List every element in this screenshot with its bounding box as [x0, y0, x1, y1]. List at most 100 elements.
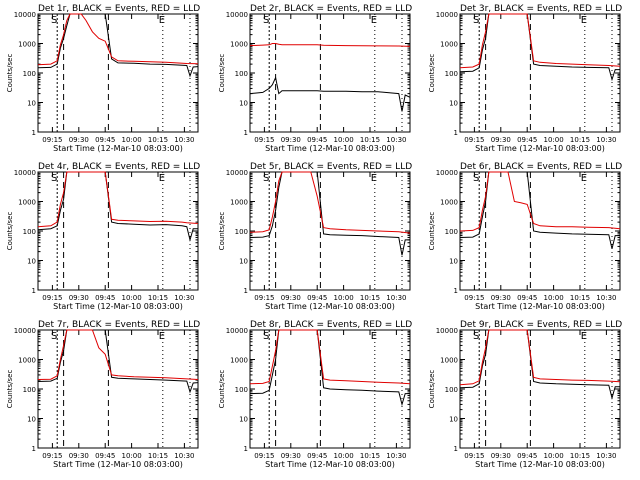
x-tick-label: 10:30: [174, 136, 194, 144]
x-tick-label: 09:45: [307, 452, 327, 460]
y-tick-label: 1000: [230, 357, 248, 365]
x-tick-label: 10:30: [174, 452, 194, 460]
lld-series-line: [37, 13, 199, 66]
y-axis-label: Counts/sec: [6, 370, 14, 409]
chart-panel-5: Det 5r, BLACK = Events, RED = LLD 1 10 100 1…: [218, 162, 412, 311]
events-series-line: [459, 13, 620, 82]
y-tick-label: 100: [23, 386, 36, 394]
end-marker: E: [581, 173, 587, 184]
lld-series-line: [459, 171, 621, 232]
chart-panel-3: Det 3r, BLACK = Events, RED = LLD 1 10 100 1…: [428, 4, 622, 153]
end-marker: E: [159, 15, 165, 26]
y-tick-label: 10: [27, 258, 36, 266]
y-tick-label: 1: [454, 445, 458, 453]
x-tick-label: 09:15: [464, 136, 484, 144]
plot-frame: [459, 13, 621, 133]
x-axis-label: Start Time (12-Mar-10 08:03:00): [53, 302, 183, 311]
y-tick-label: 10: [27, 416, 36, 424]
x-tick-label: 10:30: [386, 136, 406, 144]
end-marker: E: [581, 331, 587, 342]
chart-title: Det 4r, BLACK = Events, RED = LLD: [38, 162, 200, 172]
y-tick-label: 1: [454, 129, 458, 137]
y-tick-label: 1000: [18, 357, 36, 365]
y-tick-label: 10: [27, 100, 36, 108]
x-tick-label: 10:15: [570, 136, 590, 144]
x-axis-label: Start Time (12-Mar-10 08:03:00): [475, 302, 605, 311]
x-axis-label: Start Time (12-Mar-10 08:03:00): [265, 302, 395, 311]
x-axis-label: Start Time (12-Mar-10 08:03:00): [265, 460, 395, 469]
x-tick-label: 10:00: [122, 452, 142, 460]
y-tick-label: 10: [239, 416, 248, 424]
y-tick-label: 1000: [230, 41, 248, 49]
x-axis-label: Start Time (12-Mar-10 08:03:00): [475, 460, 605, 469]
y-tick-label: 1: [454, 287, 458, 295]
x-tick-label: 10:15: [570, 294, 590, 302]
y-tick-label: 10000: [226, 169, 248, 177]
y-tick-label: 100: [445, 70, 458, 78]
y-tick-label: 10000: [436, 169, 458, 177]
start-marker: S: [263, 173, 269, 184]
x-tick-label: 10:30: [174, 294, 194, 302]
x-tick-label: 10:00: [334, 136, 354, 144]
x-tick-label: 09:15: [42, 452, 62, 460]
y-tick-label: 10000: [14, 169, 36, 177]
y-tick-label: 1: [32, 287, 36, 295]
x-tick-label: 09:45: [95, 136, 115, 144]
start-marker: S: [51, 15, 57, 26]
x-tick-label: 09:45: [517, 294, 537, 302]
chart-panel-4: Det 4r, BLACK = Events, RED = LLD 1 10 100 1…: [6, 162, 200, 311]
x-tick-label: 09:15: [254, 452, 274, 460]
x-tick-label: 10:15: [148, 294, 168, 302]
end-marker: E: [581, 15, 587, 26]
x-tick-label: 10:00: [334, 452, 354, 460]
chart-title: Det 2r, BLACK = Events, RED = LLD: [250, 4, 412, 14]
events-series-line: [249, 75, 411, 112]
end-marker: E: [371, 15, 377, 26]
y-tick-label: 1: [244, 287, 248, 295]
x-tick-label: 10:15: [360, 294, 380, 302]
plot-frame: [37, 329, 199, 449]
x-tick-label: 09:30: [69, 136, 89, 144]
lld-series-line: [459, 13, 621, 69]
y-axis-label: Counts/sec: [6, 212, 14, 251]
x-axis-label: Start Time (12-Mar-10 08:03:00): [53, 460, 183, 469]
y-tick-label: 10000: [436, 327, 458, 335]
y-tick-label: 100: [235, 386, 248, 394]
chart-title: Det 3r, BLACK = Events, RED = LLD: [460, 4, 622, 14]
x-tick-label: 10:30: [596, 136, 616, 144]
y-tick-label: 1000: [230, 199, 248, 207]
x-tick-label: 10:15: [148, 452, 168, 460]
x-tick-label: 09:30: [281, 136, 301, 144]
x-tick-label: 10:00: [544, 452, 564, 460]
start-marker: S: [473, 15, 479, 26]
y-tick-label: 10: [239, 100, 248, 108]
y-axis-label: Counts/sec: [428, 370, 436, 409]
y-tick-label: 100: [235, 70, 248, 78]
y-tick-label: 10: [449, 258, 458, 266]
plot-frame: [37, 13, 199, 133]
x-tick-label: 09:30: [69, 294, 89, 302]
y-axis-label: Counts/sec: [428, 54, 436, 93]
events-series-line: [249, 329, 410, 407]
plot-frame: [37, 171, 199, 291]
end-marker: E: [371, 173, 377, 184]
end-marker: E: [159, 173, 165, 184]
x-tick-label: 10:30: [386, 452, 406, 460]
x-tick-label: 10:00: [544, 294, 564, 302]
lld-series-line: [249, 171, 411, 234]
chart-title: Det 1r, BLACK = Events, RED = LLD: [38, 4, 200, 14]
chart-panel-6: Det 6r, BLACK = Events, RED = LLD 1 10 100 1…: [428, 162, 622, 311]
y-tick-label: 1000: [440, 41, 458, 49]
x-tick-label: 09:15: [42, 294, 62, 302]
y-axis-label: Counts/sec: [6, 54, 14, 93]
y-axis-label: Counts/sec: [428, 212, 436, 251]
y-tick-label: 1000: [18, 199, 36, 207]
y-tick-label: 10000: [14, 327, 36, 335]
y-tick-label: 100: [445, 386, 458, 394]
start-marker: S: [51, 173, 57, 184]
chart-panel-9: Det 9r, BLACK = Events, RED = LLD 1 10 100 1…: [428, 320, 622, 469]
x-tick-label: 09:15: [464, 452, 484, 460]
chart-panel-2: Det 2r, BLACK = Events, RED = LLD 1 10 100 1…: [218, 4, 412, 153]
chart-panel-8: Det 8r, BLACK = Events, RED = LLD 1 10 100 1…: [218, 320, 412, 469]
y-axis-label: Counts/sec: [218, 370, 226, 409]
